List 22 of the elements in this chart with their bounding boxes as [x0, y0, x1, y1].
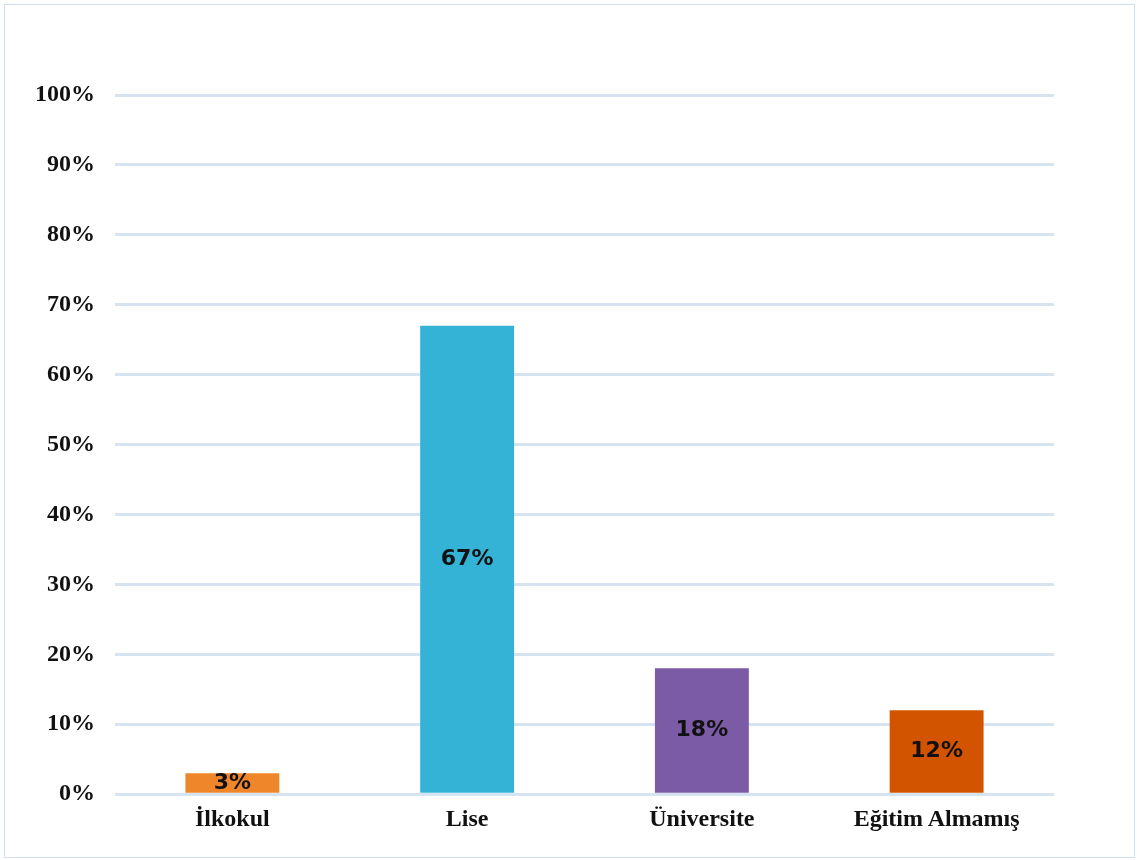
y-tick-label: 70% [47, 289, 95, 316]
x-tick-label: Üniversite [649, 804, 755, 831]
data-label: 18% [675, 716, 729, 742]
bar [420, 325, 515, 793]
y-tick-label: 20% [47, 639, 95, 666]
y-tick-label: 60% [47, 359, 95, 386]
data-label: 67% [440, 544, 494, 570]
bar [889, 710, 984, 793]
y-tick-label: 40% [47, 499, 95, 526]
y-tick-label: 10% [47, 709, 95, 736]
data-label: 3% [213, 768, 252, 794]
bar [654, 668, 749, 793]
y-tick-label: 100% [35, 80, 95, 107]
y-tick-label: 90% [47, 150, 95, 177]
x-tick-label: Lise [445, 804, 489, 831]
x-tick-label: İlkokul [195, 804, 271, 831]
y-tick-label: 30% [47, 569, 95, 596]
x-tick-label: Eğitim Almamış [853, 804, 1020, 831]
y-tick-label: 50% [47, 429, 95, 456]
y-tick-label: 80% [47, 220, 95, 247]
y-tick-label: 0% [59, 779, 95, 806]
data-label: 12% [910, 737, 963, 763]
